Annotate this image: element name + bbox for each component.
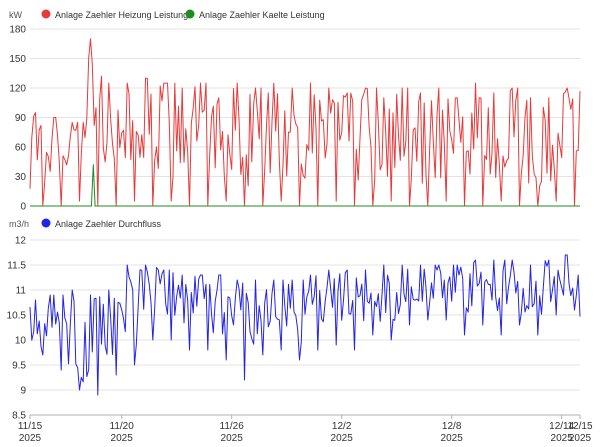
legend-label-heizung: Anlage Zaehler Heizung Leistung	[55, 10, 188, 20]
x-tick-label: 12/2	[332, 421, 352, 432]
x-tick-label: 11/20	[110, 421, 135, 432]
x-tick-year: 2025	[551, 433, 574, 444]
power-unit-label: kW	[9, 10, 23, 20]
legend-item-heizung[interactable]: Anlage Zaehler Heizung Leistung	[41, 9, 189, 21]
legend-label-durchfluss: Anlage Zaehler Durchfluss	[55, 219, 162, 229]
legend-label-kaelte: Anlage Zaehler Kaelte Leistung	[199, 10, 325, 20]
y-tick-label: 120	[9, 84, 26, 95]
legend-item-kaelte[interactable]: Anlage Zaehler Kaelte Leistung	[185, 9, 325, 21]
y-tick-label: 60	[15, 143, 27, 154]
legend-item-durchfluss[interactable]: Anlage Zaehler Durchfluss	[41, 218, 162, 230]
flow-legend: Anlage Zaehler Durchfluss	[41, 218, 162, 230]
y-tick-label: 30	[15, 172, 27, 183]
flow-chart: m3/h Anlage Zaehler Durchfluss 8.5 9 9.5 10…	[7, 218, 581, 422]
y-tick-label: 8.5	[12, 411, 26, 422]
power-series-lines	[29, 38, 581, 207]
flow-unit-label: m3/h	[9, 219, 29, 229]
flow-y-tick-labels: 8.5 9 9.5 10 10.5 11 11.5 12	[7, 236, 27, 422]
flow-series-lines	[29, 254, 581, 396]
y-tick-label: 10.5	[7, 311, 27, 322]
series-line-durchfluss	[29, 254, 581, 396]
x-tick-year: 2025	[569, 433, 592, 444]
x-tick-label: 11/15	[18, 421, 43, 432]
x-tick-label: 12/8	[442, 421, 462, 432]
y-tick-label: 10	[15, 336, 27, 347]
y-tick-label: 9.5	[12, 361, 26, 372]
y-tick-label: 180	[9, 25, 26, 36]
legend-marker-kaelte	[185, 9, 195, 19]
x-tick-year: 2025	[441, 433, 464, 444]
series-line-kaelte	[30, 164, 580, 207]
y-tick-label: 12	[15, 236, 27, 247]
x-tick-label: 12/14	[549, 421, 574, 432]
power-y-tick-labels: 0 30 60 90 120 150 180	[9, 25, 26, 213]
legend-marker-heizung	[41, 9, 51, 19]
y-tick-label: 90	[15, 113, 27, 124]
x-tick-year: 2025	[221, 433, 244, 444]
time-axis: 11/15202511/20202511/26202512/2202512/82…	[18, 414, 593, 444]
y-tick-label: 11.5	[7, 261, 26, 272]
x-tick-year: 2025	[19, 433, 42, 444]
x-tick-label: 12/15	[567, 421, 592, 432]
y-tick-label: 150	[9, 54, 26, 65]
x-tick-year: 2025	[331, 433, 354, 444]
series-line-heizung	[29, 38, 581, 207]
power-gridlines	[30, 28, 580, 207]
x-tick-year: 2025	[111, 433, 134, 444]
power-legend: Anlage Zaehler Heizung Leistung Anlage Z…	[41, 9, 325, 21]
y-tick-label: 0	[20, 202, 26, 213]
flow-gridlines	[30, 239, 580, 416]
y-tick-label: 9	[20, 386, 26, 397]
power-chart: kW Anlage Zaehler Heizung Leistung Anlag…	[9, 9, 581, 213]
legend-marker-durchfluss	[41, 218, 51, 228]
y-tick-label: 11	[16, 286, 27, 297]
x-tick-label: 11/26	[220, 421, 245, 432]
